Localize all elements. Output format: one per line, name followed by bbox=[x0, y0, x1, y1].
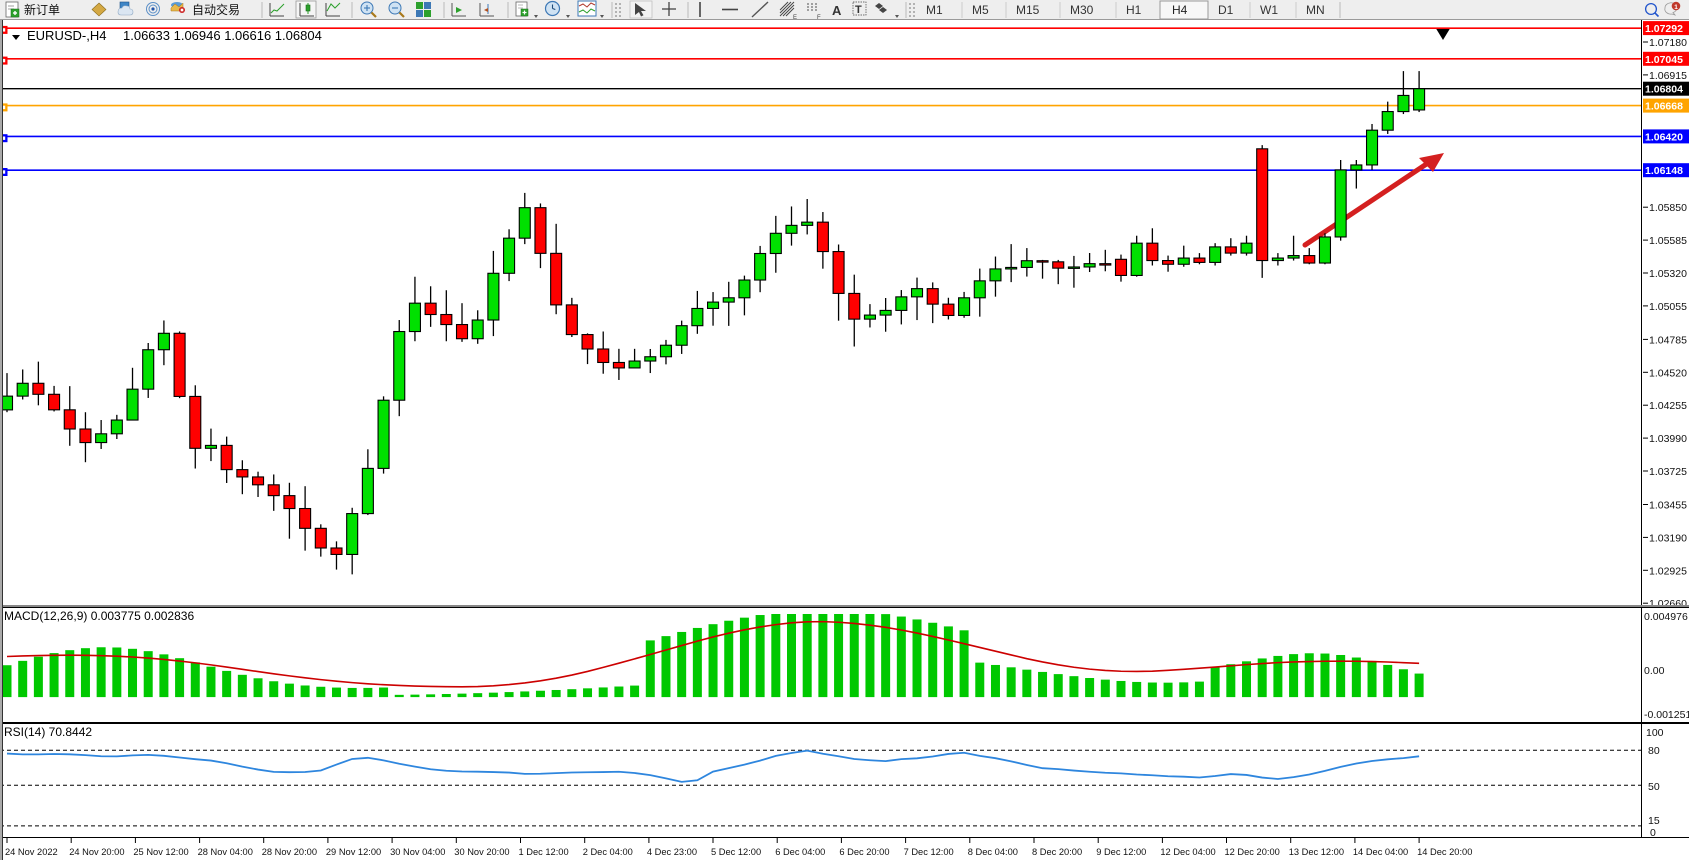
svg-text:12 Dec 20:00: 12 Dec 20:00 bbox=[1225, 847, 1280, 857]
svg-text:12 Dec 04:00: 12 Dec 04:00 bbox=[1160, 847, 1215, 857]
svg-text:1.06633 1.06946 1.06616 1.0680: 1.06633 1.06946 1.06616 1.06804 bbox=[123, 28, 322, 43]
svg-text:RSI(14) 70.8442: RSI(14) 70.8442 bbox=[4, 725, 92, 739]
svg-text:1: 1 bbox=[1674, 4, 1678, 11]
svg-text:30 Nov 20:00: 30 Nov 20:00 bbox=[454, 847, 509, 857]
svg-text:9 Dec 12:00: 9 Dec 12:00 bbox=[1096, 847, 1146, 857]
svg-text:1.02925: 1.02925 bbox=[1649, 565, 1687, 577]
svg-text:8 Dec 04:00: 8 Dec 04:00 bbox=[968, 847, 1018, 857]
svg-text:H4: H4 bbox=[1172, 3, 1188, 17]
svg-text:M5: M5 bbox=[972, 3, 989, 17]
svg-text:1.05055: 1.05055 bbox=[1649, 301, 1687, 313]
svg-text:14 Dec 04:00: 14 Dec 04:00 bbox=[1353, 847, 1408, 857]
svg-text:1.04520: 1.04520 bbox=[1649, 367, 1687, 379]
svg-text:1.06804: 1.06804 bbox=[1645, 84, 1683, 96]
svg-text:13 Dec 12:00: 13 Dec 12:00 bbox=[1289, 847, 1344, 857]
svg-text:MN: MN bbox=[1306, 3, 1325, 17]
svg-text:29 Nov 12:00: 29 Nov 12:00 bbox=[326, 847, 381, 857]
svg-text:1.05320: 1.05320 bbox=[1649, 268, 1687, 280]
svg-text:M30: M30 bbox=[1070, 3, 1094, 17]
svg-text:1.05585: 1.05585 bbox=[1649, 235, 1687, 247]
svg-text:1.05850: 1.05850 bbox=[1649, 202, 1687, 214]
svg-text:8 Dec 20:00: 8 Dec 20:00 bbox=[1032, 847, 1082, 857]
svg-text:1.03990: 1.03990 bbox=[1649, 433, 1687, 445]
svg-text:1.06668: 1.06668 bbox=[1645, 101, 1683, 113]
svg-text:1 Dec 12:00: 1 Dec 12:00 bbox=[519, 847, 569, 857]
svg-text:24 Nov 20:00: 24 Nov 20:00 bbox=[69, 847, 124, 857]
svg-text:6 Dec 04:00: 6 Dec 04:00 bbox=[775, 847, 825, 857]
svg-text:1.06420: 1.06420 bbox=[1645, 131, 1683, 143]
svg-text:28 Nov 04:00: 28 Nov 04:00 bbox=[198, 847, 253, 857]
svg-text:24 Nov 2022: 24 Nov 2022 bbox=[5, 847, 58, 857]
svg-text:M1: M1 bbox=[926, 3, 943, 17]
svg-text:1.04255: 1.04255 bbox=[1649, 400, 1687, 412]
svg-text:5 Dec 12:00: 5 Dec 12:00 bbox=[711, 847, 761, 857]
svg-text:自动交易: 自动交易 bbox=[192, 2, 240, 17]
svg-text:7 Dec 12:00: 7 Dec 12:00 bbox=[904, 847, 954, 857]
svg-text:1.03190: 1.03190 bbox=[1649, 532, 1687, 544]
svg-text:2 Dec 04:00: 2 Dec 04:00 bbox=[583, 847, 633, 857]
svg-text:1.07180: 1.07180 bbox=[1649, 37, 1687, 49]
svg-text:1.06915: 1.06915 bbox=[1649, 70, 1687, 82]
svg-text:1.03725: 1.03725 bbox=[1649, 466, 1687, 478]
svg-text:H1: H1 bbox=[1126, 3, 1142, 17]
svg-text:A: A bbox=[832, 3, 842, 18]
svg-text:15: 15 bbox=[1648, 815, 1660, 827]
svg-text:30 Nov 04:00: 30 Nov 04:00 bbox=[390, 847, 445, 857]
svg-text:28 Nov 20:00: 28 Nov 20:00 bbox=[262, 847, 317, 857]
svg-text:1.04785: 1.04785 bbox=[1649, 334, 1687, 346]
svg-text:0.00: 0.00 bbox=[1644, 665, 1665, 677]
svg-text:100: 100 bbox=[1646, 727, 1664, 739]
svg-text:D1: D1 bbox=[1218, 3, 1234, 17]
svg-text:T: T bbox=[855, 4, 862, 16]
svg-text:新订单: 新订单 bbox=[24, 2, 60, 17]
svg-text:M15: M15 bbox=[1016, 3, 1040, 17]
svg-text:1.06148: 1.06148 bbox=[1645, 165, 1683, 177]
svg-text:14 Dec 20:00: 14 Dec 20:00 bbox=[1417, 847, 1472, 857]
svg-text:6 Dec 20:00: 6 Dec 20:00 bbox=[839, 847, 889, 857]
svg-text:25 Nov 12:00: 25 Nov 12:00 bbox=[133, 847, 188, 857]
svg-text:1.03455: 1.03455 bbox=[1649, 500, 1687, 512]
svg-text:50: 50 bbox=[1648, 781, 1660, 793]
svg-text:1.07292: 1.07292 bbox=[1645, 23, 1683, 35]
svg-text:80: 80 bbox=[1648, 745, 1660, 757]
svg-text:MACD(12,26,9) 0.003775 0.00283: MACD(12,26,9) 0.003775 0.002836 bbox=[4, 609, 194, 623]
svg-text:0.004976: 0.004976 bbox=[1644, 611, 1688, 623]
svg-text:EURUSD-,H4: EURUSD-,H4 bbox=[27, 28, 106, 43]
svg-text:W1: W1 bbox=[1260, 3, 1278, 17]
svg-text:4 Dec 23:00: 4 Dec 23:00 bbox=[647, 847, 697, 857]
svg-text:-0.001251: -0.001251 bbox=[1644, 709, 1689, 721]
svg-text:1.07045: 1.07045 bbox=[1645, 54, 1683, 66]
